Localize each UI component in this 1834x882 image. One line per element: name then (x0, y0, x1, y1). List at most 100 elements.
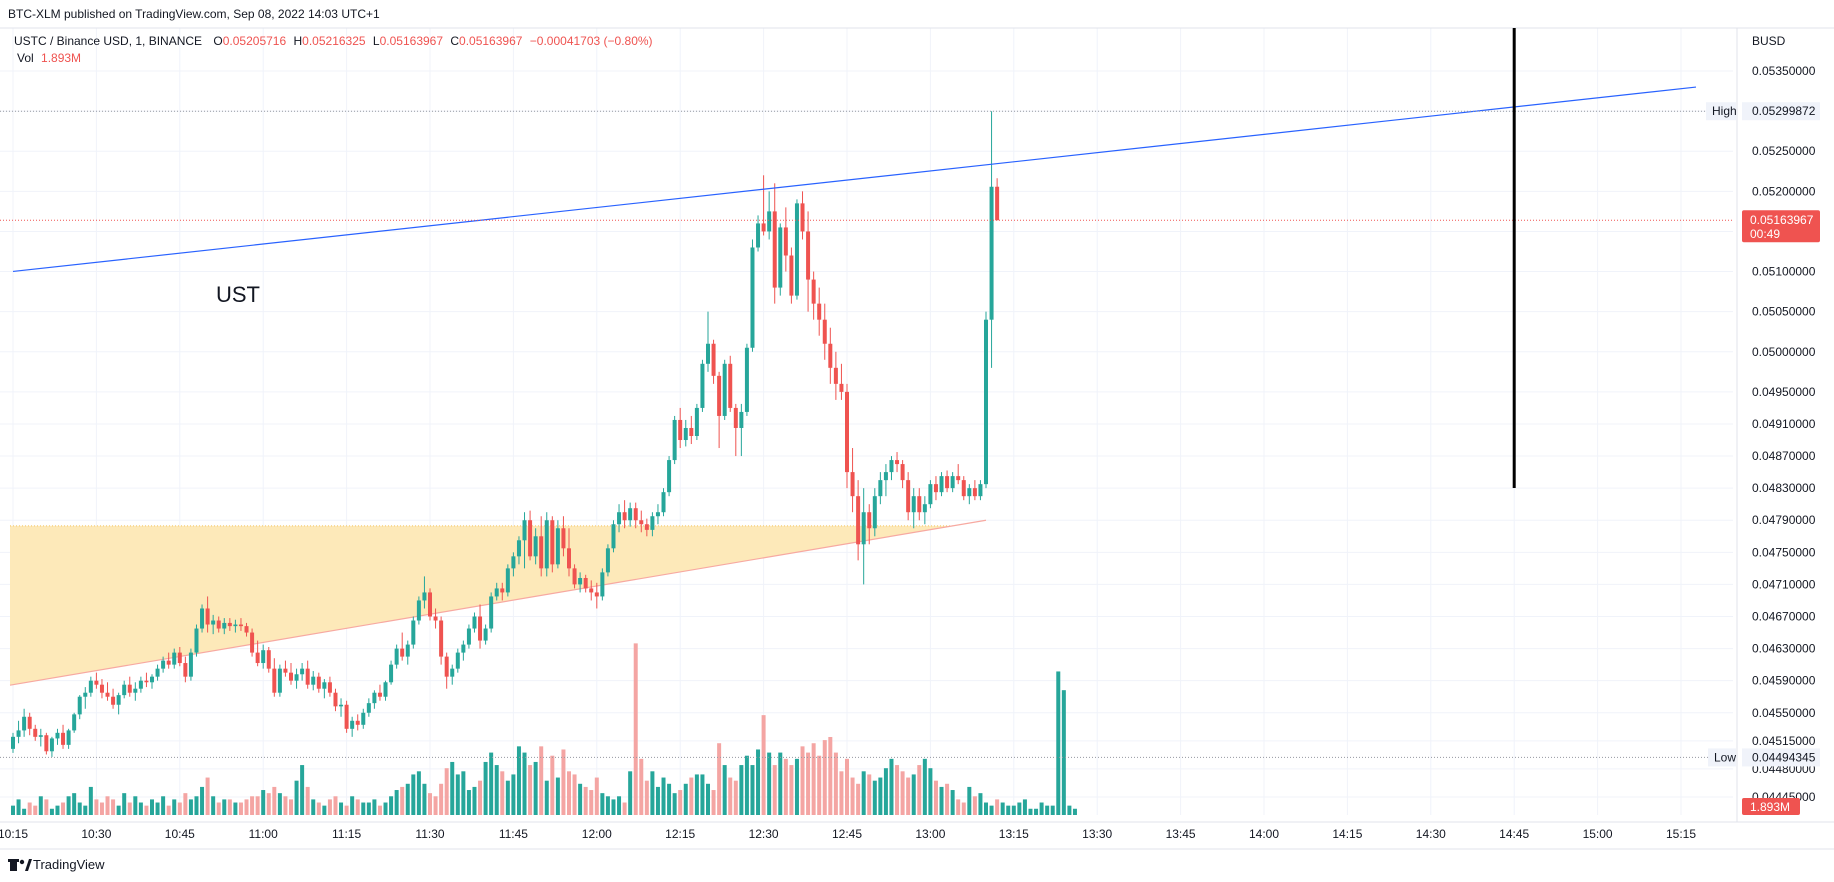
volume-bar (572, 774, 577, 815)
candle-body (961, 480, 966, 497)
volume-bar (272, 786, 277, 815)
candle (49, 736, 54, 757)
x-tick-label: 14:00 (1249, 827, 1279, 841)
candle (289, 663, 293, 685)
candle (472, 612, 477, 633)
close-value: 0.05163967 (459, 34, 523, 48)
volume-bar (550, 755, 555, 815)
candle-body (61, 732, 66, 745)
y-tick-label: 0.04750000 (1752, 545, 1816, 559)
volume-bar (883, 768, 888, 815)
high-value-text: 0.05299872 (1752, 104, 1816, 118)
candle (661, 488, 666, 517)
candle (455, 648, 460, 673)
volume-bar (433, 796, 438, 815)
volume-bar (133, 796, 138, 815)
volume-bar (44, 799, 49, 815)
volume-bar (922, 758, 927, 815)
candle (794, 199, 799, 300)
volume-bar (633, 643, 638, 815)
volume-bar (216, 802, 221, 815)
open-label: O (213, 34, 222, 48)
volume-bar (728, 777, 733, 815)
symbol-name: USTC / Binance USD, 1, BINANCE (14, 34, 202, 48)
candle-body (155, 668, 160, 677)
volume-bar (1072, 808, 1077, 815)
price-axis[interactable]: 0.053500000.053000000.052500000.05200000… (1706, 64, 1820, 815)
x-tick-label: 12:00 (582, 827, 612, 841)
candle (411, 616, 416, 649)
candle-body (11, 736, 15, 749)
volume-bar (277, 793, 282, 815)
candle-body (222, 622, 227, 629)
candle (283, 660, 288, 677)
candle-body (66, 730, 71, 745)
volume-bar (761, 715, 766, 815)
ust-annotation[interactable]: UST (216, 282, 260, 307)
candle (172, 648, 177, 669)
volume-bar (166, 805, 171, 815)
candle-body (194, 628, 199, 653)
candle-body (883, 472, 888, 481)
candle (906, 472, 911, 521)
volume-bar (1022, 799, 1027, 815)
candle-body (138, 680, 143, 689)
volume-bar (1061, 690, 1066, 815)
volume-bar (372, 799, 377, 815)
candle (11, 732, 15, 753)
candle-body (450, 668, 455, 677)
candle (883, 464, 888, 497)
volume-bar (305, 786, 310, 815)
y-tick-label: 0.04670000 (1752, 610, 1816, 624)
volume-bar (472, 786, 477, 815)
candle-body (366, 703, 371, 713)
volume-bar (322, 805, 327, 815)
candle-body (322, 682, 327, 689)
volume-bar (972, 796, 977, 815)
candle (494, 582, 499, 601)
candle-body (967, 488, 972, 497)
candle (911, 488, 916, 529)
y-tick-label: 0.05100000 (1752, 265, 1816, 279)
candle (806, 211, 811, 312)
candle-body (294, 674, 299, 681)
tradingview-logo[interactable]: TradingView (8, 857, 105, 872)
candle-body (422, 592, 427, 601)
candle-body (311, 676, 316, 685)
candle (978, 480, 983, 501)
candle (422, 576, 427, 609)
low-value: 0.05163967 (380, 34, 444, 48)
candle (600, 568, 605, 601)
candle-body (44, 735, 49, 752)
candle (528, 510, 533, 561)
volume-bar (778, 752, 783, 815)
candle-body (389, 664, 394, 683)
candle (44, 732, 49, 755)
volume-bar (1000, 802, 1005, 815)
volume-bar (266, 793, 271, 815)
candle-body (433, 616, 438, 621)
candle-body (600, 572, 605, 597)
candle-body (22, 716, 27, 731)
y-tick-label: 0.05250000 (1752, 144, 1816, 158)
volume-bar (928, 768, 933, 815)
candle (22, 708, 27, 737)
time-axis[interactable]: 10:15 10:30 10:45 11:00 11:15 11:30 11:45 12:00… (0, 827, 1696, 841)
volume-legend[interactable]: Vol 1.893M (17, 51, 81, 65)
high-label: H (294, 34, 303, 48)
candle (744, 343, 749, 416)
candle-body (694, 407, 699, 437)
candle (961, 476, 966, 501)
candle (700, 359, 705, 412)
candle-body (917, 496, 922, 513)
candle-body (550, 520, 555, 565)
candle-body (756, 223, 761, 248)
legend-line[interactable]: USTC / Binance USD, 1, BINANCE O0.052057… (14, 34, 653, 48)
candle-body (327, 682, 332, 693)
volume-bar (611, 799, 616, 815)
resistance-trendline[interactable] (12, 86, 1697, 273)
volume-bar (444, 768, 449, 815)
change-value: −0.00041703 (−0.80%) (530, 34, 653, 48)
volume-bar (833, 752, 838, 815)
